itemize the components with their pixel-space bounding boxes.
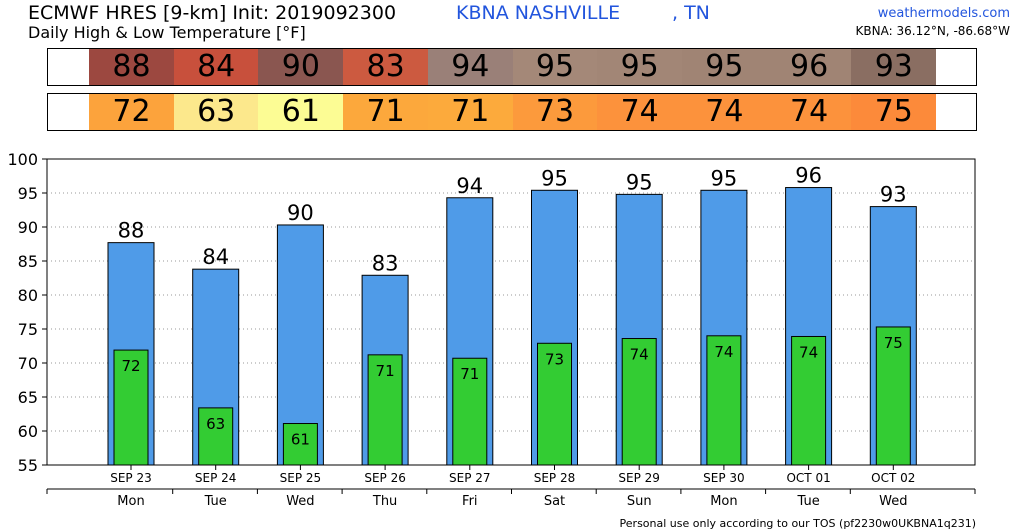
low-cell: 74 xyxy=(681,94,767,130)
low-temp-label: 74 xyxy=(630,346,649,364)
high-temp-label: 94 xyxy=(456,174,483,198)
temperature-bar-chart: 55 60 65 70 75 80 85 90 95 100 88 72 SEP 23 Mon 84 63 SE… xyxy=(7,150,976,509)
high-cell: 84 xyxy=(173,49,259,85)
high-temp-label: 90 xyxy=(287,201,314,225)
weekday-label: Wed xyxy=(286,494,314,509)
x-tick-label: SEP 30 xyxy=(703,471,745,485)
low-cell: 71 xyxy=(343,94,429,130)
weekday-label: Sun xyxy=(627,494,652,509)
weekday-label: Thu xyxy=(372,494,397,509)
high-temperature-strip: 88 84 90 83 94 95 95 95 96 93 xyxy=(47,48,977,86)
high-cell: 95 xyxy=(681,49,767,85)
weekday-label: Wed xyxy=(879,494,907,509)
plot-frame xyxy=(46,158,976,466)
low-temp-label: 61 xyxy=(291,431,310,449)
weekday-label: Mon xyxy=(117,494,144,509)
weekday-label: Mon xyxy=(710,494,737,509)
high-temp-label: 95 xyxy=(541,166,568,190)
weekday-label: Sat xyxy=(544,494,565,509)
chart-subtitle: Daily High & Low Temperature [°F] xyxy=(28,23,306,42)
low-temp-label: 72 xyxy=(121,357,140,375)
y-tick-label: 95 xyxy=(18,184,38,203)
low-temp-label: 75 xyxy=(884,334,903,352)
low-cell: 63 xyxy=(173,94,259,130)
high-cell: 93 xyxy=(851,49,937,85)
x-tick-label: SEP 25 xyxy=(280,471,322,485)
low-temp-label: 71 xyxy=(376,362,395,380)
high-temp-label: 96 xyxy=(795,164,822,188)
low-cell: 61 xyxy=(258,94,344,130)
high-cell: 94 xyxy=(427,49,513,85)
low-temp-bar xyxy=(367,354,403,466)
low-cell: 74 xyxy=(766,94,852,130)
y-tick-label: 80 xyxy=(18,286,38,305)
high-temp-label: 83 xyxy=(372,251,399,275)
high-cell: 96 xyxy=(766,49,852,85)
low-temp-bar xyxy=(282,423,318,466)
y-tick-label: 90 xyxy=(18,218,38,237)
y-tick-label: 75 xyxy=(18,320,38,339)
station-coords: KBNA: 36.12°N, -86.68°W xyxy=(855,24,1010,38)
x-tick-label: SEP 23 xyxy=(110,471,152,485)
low-temperature-strip: 72 63 61 71 71 73 74 74 74 75 xyxy=(47,93,977,131)
low-temp-bar xyxy=(706,335,742,466)
low-temp-label: 74 xyxy=(799,343,818,361)
y-tick-label: 85 xyxy=(18,252,38,271)
station-state: , TN xyxy=(672,2,710,24)
weekday-label: Tue xyxy=(204,494,227,509)
low-temp-bar xyxy=(537,342,572,466)
y-tick-label: 55 xyxy=(18,456,38,475)
low-cell: 75 xyxy=(851,94,937,130)
x-tick-label: SEP 27 xyxy=(449,471,491,485)
station-name: KBNA NASHVILLE xyxy=(456,2,621,24)
x-tick-label: SEP 26 xyxy=(364,471,406,485)
low-temp-bar xyxy=(113,349,149,466)
high-temp-label: 88 xyxy=(118,219,145,243)
low-cell: 74 xyxy=(597,94,683,130)
low-temp-bar xyxy=(621,338,657,466)
high-cell: 95 xyxy=(512,49,598,85)
x-tick-label: OCT 02 xyxy=(871,471,915,485)
high-temp-label: 93 xyxy=(880,183,907,207)
low-cell: 72 xyxy=(89,94,174,130)
high-cell: 88 xyxy=(89,49,174,85)
x-tick-label: SEP 28 xyxy=(534,471,576,485)
low-temp-label: 63 xyxy=(206,415,225,433)
low-temp-bar xyxy=(198,407,234,466)
low-temp-bar xyxy=(875,326,911,466)
low-cell: 73 xyxy=(512,94,598,130)
y-tick-label: 60 xyxy=(18,422,38,441)
high-temp-label: 84 xyxy=(202,245,229,269)
low-temp-label: 71 xyxy=(460,365,479,383)
y-tick-label: 100 xyxy=(7,150,38,169)
y-tick-label: 65 xyxy=(18,388,38,407)
high-cell: 83 xyxy=(343,49,429,85)
chart-title: ECMWF HRES [9-km] Init: 2019092300 xyxy=(28,2,397,24)
low-temp-bar xyxy=(452,357,488,466)
footer-note: Personal use only according to our TOS (… xyxy=(619,517,976,530)
high-cell: 95 xyxy=(597,49,683,85)
x-tick-label: OCT 01 xyxy=(786,471,830,485)
high-cell: 90 xyxy=(258,49,344,85)
low-cell: 71 xyxy=(427,94,513,130)
x-tick-label: SEP 29 xyxy=(618,471,660,485)
weekday-label: Fri xyxy=(462,494,478,509)
low-temp-label: 74 xyxy=(714,343,733,361)
high-temp-label: 95 xyxy=(711,166,738,190)
low-temp-bar xyxy=(791,335,827,466)
high-temp-label: 95 xyxy=(626,170,653,194)
weekday-label: Tue xyxy=(796,494,819,509)
x-tick-label: SEP 24 xyxy=(195,471,237,485)
low-temp-label: 73 xyxy=(545,350,564,368)
y-tick-label: 70 xyxy=(18,354,38,373)
brand-label: weathermodels.com xyxy=(877,6,1010,21)
